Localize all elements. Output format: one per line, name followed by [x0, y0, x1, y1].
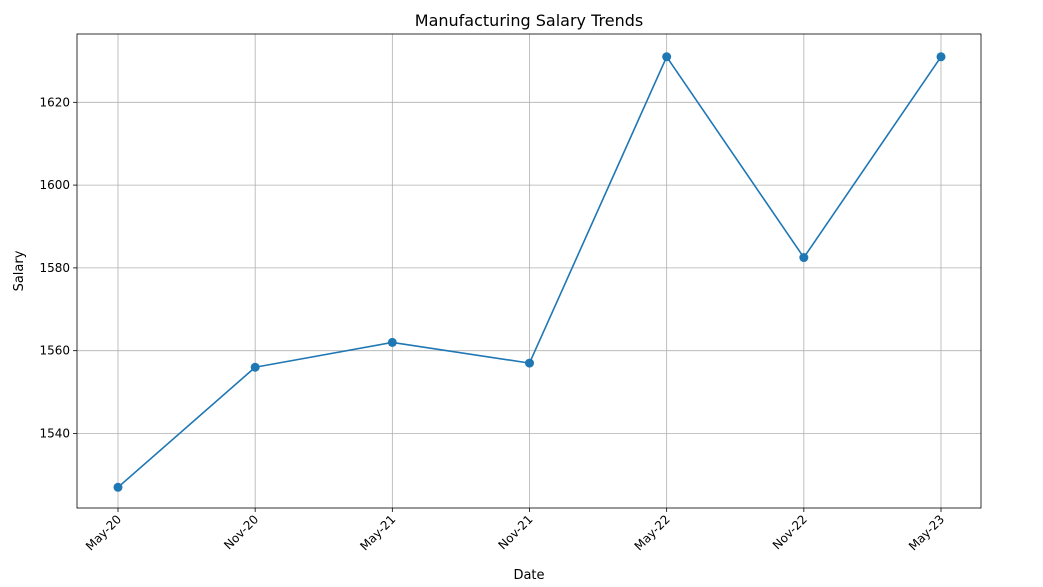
- y-tick-label: 1580: [39, 261, 70, 275]
- x-tick-label: Nov-22: [770, 512, 810, 552]
- grid: [77, 34, 981, 508]
- x-tick-label: May-22: [632, 512, 673, 553]
- x-tick-label: Nov-20: [221, 512, 261, 552]
- x-tick-label: May-20: [83, 512, 124, 553]
- chart-title: Manufacturing Salary Trends: [415, 11, 643, 30]
- x-axis: May-20 Nov-20 May-21 Nov-21 May-22 Nov-22 May-…: [83, 508, 947, 553]
- x-tick-label: Nov-21: [496, 512, 536, 552]
- x-tick-label: May-21: [357, 512, 398, 553]
- data-point: [250, 362, 260, 372]
- data-point: [799, 253, 809, 263]
- y-tick-label: 1540: [39, 426, 70, 440]
- y-tick-label: 1620: [39, 95, 70, 109]
- y-tick-label: 1600: [39, 178, 70, 192]
- plot-frame: [76, 33, 982, 509]
- data-point: [113, 482, 123, 492]
- series-group: [113, 52, 946, 492]
- data-point: [936, 52, 946, 62]
- y-axis: 1540 1560 1580 1600 1620: [39, 95, 77, 440]
- data-point: [525, 358, 534, 368]
- y-axis-label: Salary: [12, 250, 27, 291]
- y-tick-label: 1560: [39, 344, 70, 358]
- x-axis-label: Date: [513, 568, 544, 583]
- data-point: [662, 52, 672, 62]
- data-point: [387, 337, 397, 347]
- x-tick-label: May-23: [906, 512, 947, 553]
